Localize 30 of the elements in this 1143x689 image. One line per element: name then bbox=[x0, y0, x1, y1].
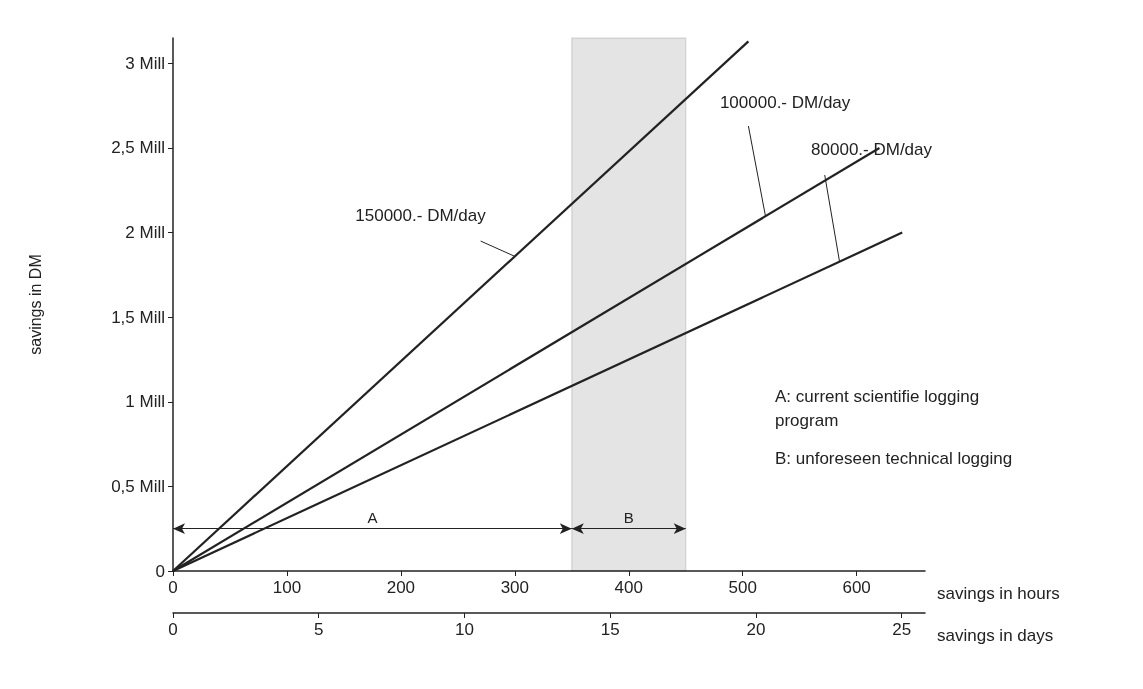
annotation: B: unforeseen technical logging bbox=[775, 449, 1013, 469]
x-tick-label: 200 bbox=[386, 578, 416, 597]
x-axis-title: savings in hours bbox=[937, 584, 1060, 603]
y-tick-label: 3 Mill bbox=[125, 53, 165, 73]
band-label: B bbox=[623, 508, 634, 526]
x-tick-label: 400 bbox=[614, 578, 643, 597]
x-tick-label: 600 bbox=[842, 578, 871, 597]
annotation: A bbox=[367, 508, 378, 526]
y-tick-label: 2,5 Mill bbox=[111, 138, 165, 158]
y-tick-label: 2 Mill bbox=[125, 223, 165, 243]
x2-tick-label: 0 bbox=[168, 620, 178, 639]
text: 150000.- DM/day bbox=[355, 206, 487, 226]
y-tick-label: 0 bbox=[155, 561, 165, 581]
text: 80000.- DM/day bbox=[811, 140, 933, 160]
x2-tick-label: 5 bbox=[314, 620, 324, 639]
x-tick-label: 300 bbox=[500, 578, 530, 597]
x2-tick-label: 20 bbox=[746, 620, 766, 639]
x-tick-label: 0 bbox=[168, 578, 178, 597]
x2-axis-title: savings in days bbox=[937, 626, 1054, 645]
y-tick-label: 1 Mill bbox=[125, 392, 165, 412]
x2-tick-label: 25 bbox=[892, 620, 912, 639]
text: 100000.- DM/day bbox=[719, 92, 851, 112]
x2-tick-label: 15 bbox=[600, 620, 620, 639]
x2-tick-label: 10 bbox=[455, 620, 474, 639]
x-tick-label: 100 bbox=[272, 578, 302, 597]
x-tick-label: 500 bbox=[728, 578, 757, 597]
y-tick-label: 0,5 Mill bbox=[111, 476, 165, 496]
annotation: A: current scientifie logging program bbox=[775, 387, 984, 431]
y-axis-title: savings in DM bbox=[26, 254, 44, 355]
y-tick-label: 1,5 Mill bbox=[111, 307, 165, 327]
